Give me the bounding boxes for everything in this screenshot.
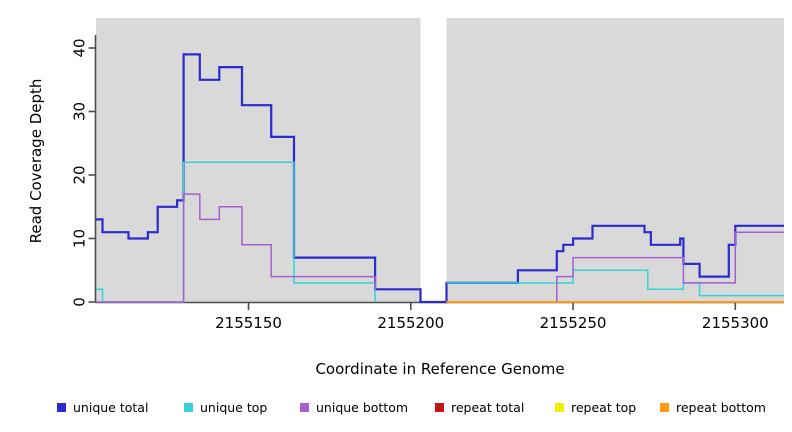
y-tick-label: 0 [71, 297, 89, 307]
y-tick-label: 20 [71, 165, 89, 184]
series-unique-total [96, 53, 784, 304]
legend-label: repeat total [451, 399, 525, 415]
legend-label: unique top [200, 399, 268, 415]
x-tick-label: 2155200 [377, 314, 444, 332]
legend-item-repeat-total: repeat total [435, 399, 525, 415]
y-axis-title: Read Coverage Depth [27, 78, 45, 244]
legend-item-unique-bottom: unique bottom [300, 399, 409, 415]
legend-item-repeat-top: repeat top [555, 399, 637, 415]
legend-label: unique total [73, 399, 149, 415]
y-tick-label: 30 [71, 102, 89, 121]
series-unique-bottom [96, 193, 784, 303]
y-tick-label: 40 [71, 38, 89, 57]
legend-label: unique bottom [316, 399, 409, 415]
legend-item-unique-total: unique total [57, 399, 149, 415]
y-tick-label: 10 [71, 229, 89, 248]
legend-swatch-icon [300, 402, 309, 412]
legend-swatch-icon [435, 402, 444, 412]
legend-swatch-icon [555, 402, 564, 412]
legend-label: repeat top [571, 399, 637, 415]
x-tick-label: 2155250 [540, 314, 607, 332]
legend-swatch-icon [57, 402, 66, 412]
legend-label: repeat bottom [676, 399, 766, 415]
no-data-gap-band [420, 18, 447, 302]
legend-swatch-icon [184, 402, 193, 412]
x-axis-title: Coordinate in Reference Genome [315, 360, 565, 378]
legend-item-unique-top: unique top [184, 399, 268, 415]
legend-swatch-icon [660, 402, 669, 412]
legend-item-repeat-bottom: repeat bottom [660, 399, 766, 415]
x-tick-label: 2155150 [215, 314, 282, 332]
x-tick-label: 2155300 [702, 314, 769, 332]
